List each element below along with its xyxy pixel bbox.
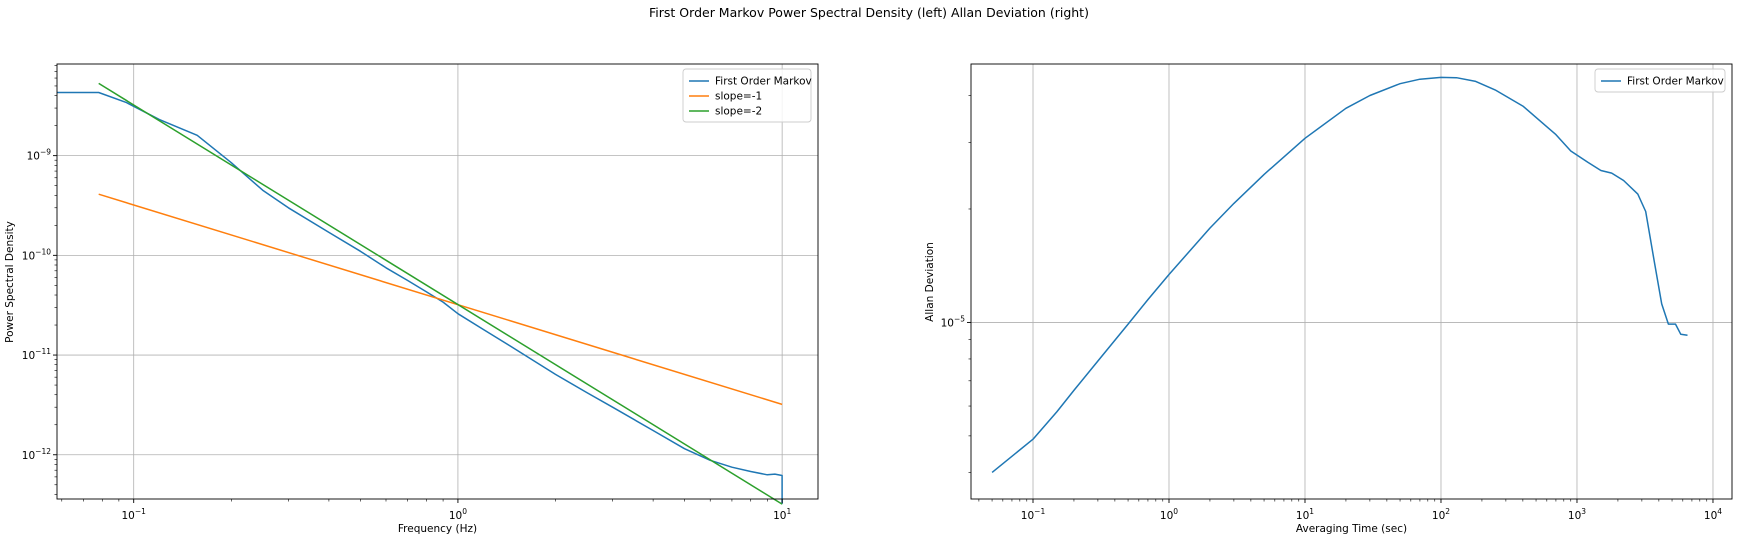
psd-y-tick-label: 10−9 — [27, 148, 52, 163]
allan-gridlines — [971, 64, 1732, 499]
psd-gridlines — [57, 64, 818, 499]
psd-series-slope-2 — [98, 82, 783, 505]
psd-series — [57, 82, 783, 505]
psd-panel: 10−1 100 101 10−12 10−11 10−10 10−9 Frequency … — [4, 63, 819, 535]
psd-legend: First Order Markov slope=-1 slope=-2 — [682, 68, 812, 123]
psd-y-tick-label: 10−10 — [22, 247, 51, 262]
allan-y-axis-label: Allan Deviation — [924, 242, 936, 322]
allan-ticks: 10−1 100 101 102 103 104 10−5 — [941, 95, 1722, 522]
allan-x-tick-label: 104 — [1704, 507, 1722, 522]
psd-legend-label: slope=-2 — [715, 106, 762, 118]
allan-x-axis-label: Averaging Time (sec) — [1296, 523, 1407, 535]
psd-ticks: 10−1 100 101 10−12 10−11 10−10 10−9 — [22, 65, 791, 522]
allan-x-tick-label: 10−1 — [1021, 507, 1046, 522]
allan-x-tick-label: 100 — [1160, 507, 1178, 522]
allan-legend-label: First Order Markov — [1627, 76, 1724, 88]
figure-title: First Order Markov Power Spectral Densit… — [649, 5, 1089, 20]
psd-series-first-order-markov — [57, 91, 783, 505]
allan-series-first-order-markov — [991, 76, 1688, 473]
psd-x-tick-label: 10−1 — [121, 507, 146, 522]
allan-x-tick-label: 102 — [1432, 507, 1450, 522]
allan-series — [991, 76, 1688, 473]
allan-panel: 10−1 100 101 102 103 104 10−5 Averaging Time (… — [924, 63, 1733, 535]
psd-legend-label: First Order Markov — [715, 76, 812, 88]
psd-x-tick-label: 101 — [773, 507, 791, 522]
allan-legend: First Order Markov — [1594, 68, 1726, 93]
psd-series-slope-1 — [98, 193, 783, 406]
allan-legend-box — [1594, 68, 1726, 93]
psd-y-axis-label: Power Spectral Density — [4, 221, 16, 343]
psd-x-axis-label: Frequency (Hz) — [398, 523, 477, 535]
psd-legend-label: slope=-1 — [715, 91, 762, 103]
psd-plot-frame — [56, 63, 819, 500]
psd-y-tick-label: 10−11 — [22, 347, 51, 362]
allan-plot-frame — [970, 63, 1733, 500]
psd-x-tick-label: 100 — [449, 507, 467, 522]
allan-y-tick-label: 10−5 — [941, 314, 966, 329]
allan-x-tick-label: 101 — [1296, 507, 1314, 522]
allan-x-tick-label: 103 — [1568, 507, 1586, 522]
psd-y-tick-label: 10−12 — [22, 447, 51, 462]
psd-legend-box — [682, 68, 812, 123]
